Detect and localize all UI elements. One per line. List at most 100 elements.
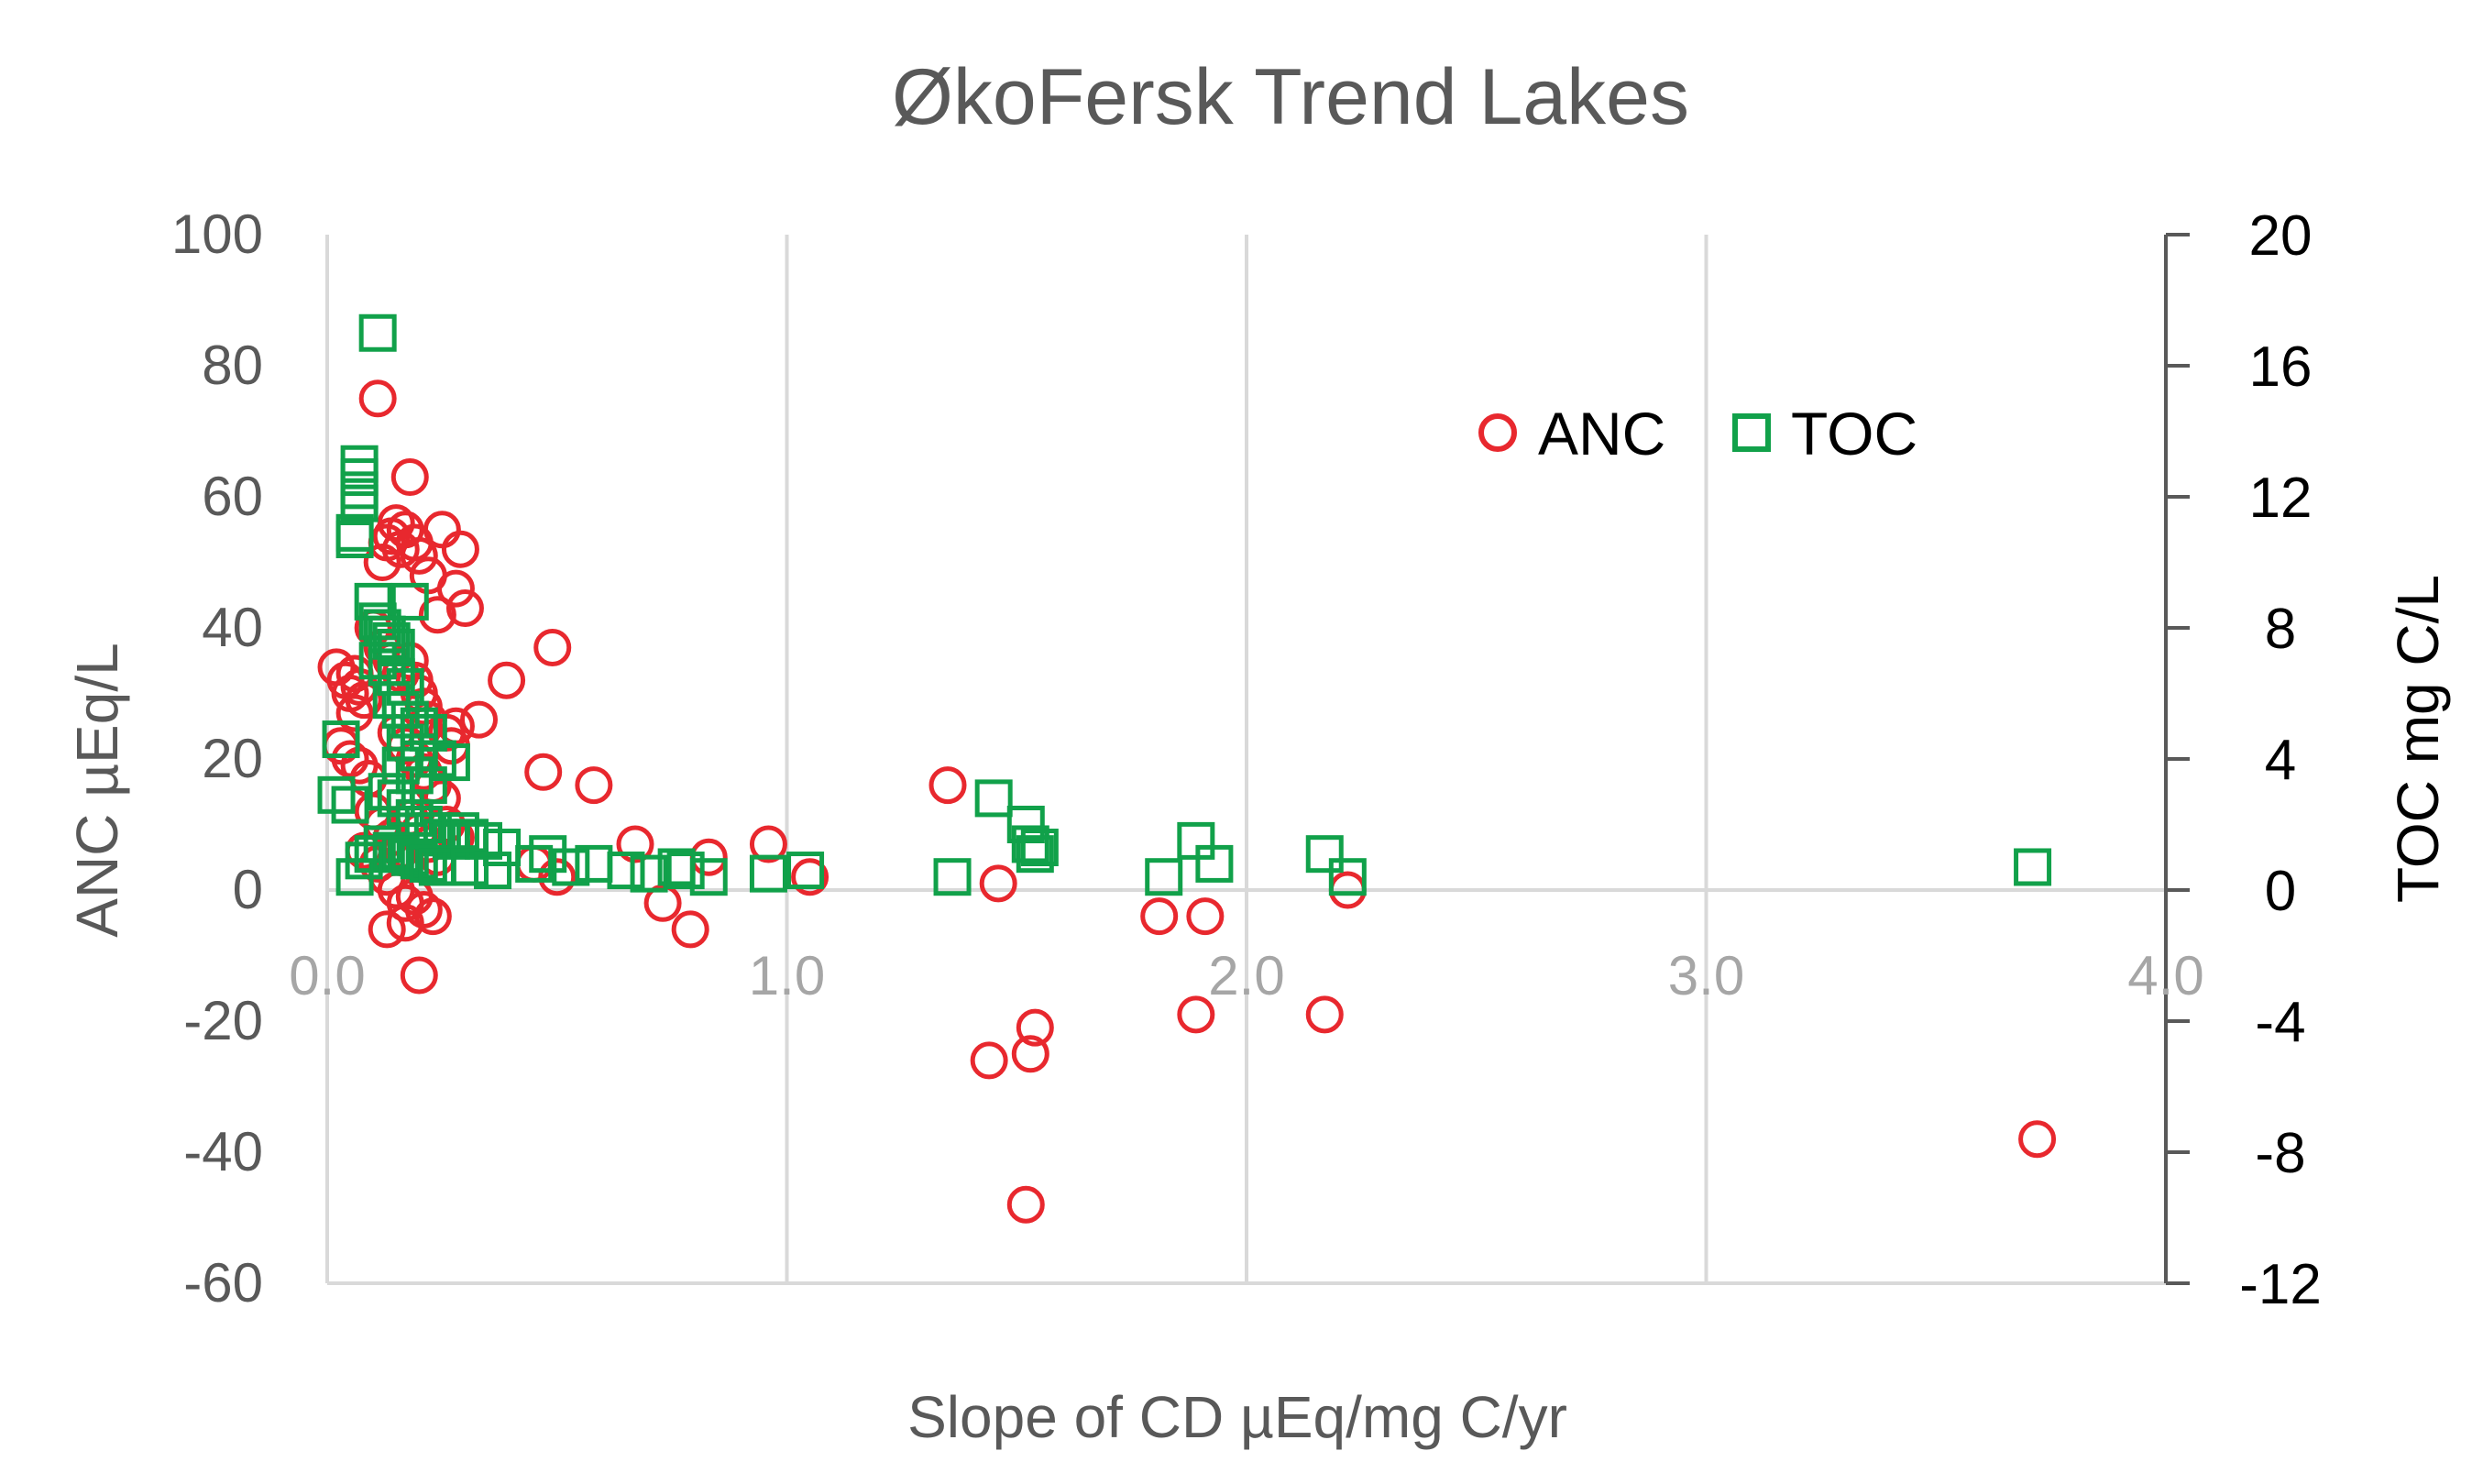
y2-tick-label: 16 — [2249, 335, 2313, 399]
y2-axis-title: TOC mg C/L — [2385, 575, 2451, 903]
toc-point — [552, 848, 590, 886]
toc-point — [390, 582, 429, 621]
anc-point — [418, 596, 456, 634]
toc-point — [1006, 806, 1045, 843]
toc-point — [749, 854, 787, 893]
y2-tick-label: 8 — [2265, 598, 2296, 661]
anc-point — [575, 766, 613, 805]
legend-anc-marker — [1478, 413, 1517, 452]
x-tick-label: 0.0 — [289, 945, 365, 1006]
anc-point — [689, 838, 728, 876]
anc-point — [524, 753, 563, 791]
y-tick-label: -20 — [183, 990, 263, 1051]
anc-point — [1016, 1008, 1054, 1047]
anc-point — [445, 589, 484, 628]
toc-point — [322, 720, 360, 759]
toc-point — [1020, 829, 1059, 867]
y2-tick-label: 4 — [2265, 729, 2296, 792]
anc-point — [749, 825, 787, 863]
y-axis-title: ANC µEq/L — [64, 643, 130, 937]
anc-point — [671, 910, 709, 949]
anc-point — [358, 379, 397, 418]
x-tick-label: 2.0 — [1208, 945, 1284, 1006]
toc-point — [409, 713, 447, 752]
y-tick-label: 40 — [202, 597, 263, 658]
anc-point — [488, 661, 526, 699]
toc-point — [441, 812, 479, 851]
y-tick-label: -40 — [183, 1121, 263, 1182]
toc-point — [409, 844, 447, 883]
anc-point — [1006, 1185, 1045, 1224]
toc-point — [317, 775, 356, 814]
axes — [2164, 233, 2190, 1285]
y-tick-label: -60 — [183, 1252, 263, 1314]
x-tick-label: 3.0 — [1668, 945, 1744, 1006]
toc-point — [450, 848, 489, 886]
legend: ANC TOC — [1478, 400, 1917, 467]
anc-point — [1177, 995, 1215, 1034]
toc-point — [474, 852, 512, 890]
y-tick-label: 60 — [202, 466, 263, 527]
toc-point — [1195, 844, 1234, 883]
anc-point — [386, 904, 424, 942]
toc-point — [2014, 848, 2052, 886]
anc-point — [970, 1041, 1008, 1080]
anc-point — [335, 694, 374, 732]
legend-toc-label: TOC — [1791, 400, 1917, 467]
anc-point — [400, 956, 438, 995]
y2-tick-label: -4 — [2255, 991, 2305, 1054]
x-axis-title: Slope of CD µEq/mg C/yr — [907, 1384, 1567, 1450]
x-tick-label: 1.0 — [749, 945, 825, 1006]
toc-point — [372, 621, 411, 660]
y-tick-label: 20 — [202, 728, 263, 789]
toc-point — [1011, 825, 1049, 863]
toc-point — [432, 743, 470, 782]
toc-point — [1145, 858, 1183, 896]
anc-point — [2018, 1120, 2057, 1159]
tick-labels: 100806040200-20-40-60201612840-4-8-120.0… — [171, 203, 2322, 1316]
anc-point — [368, 910, 406, 949]
toc-point — [331, 786, 369, 824]
anc-point — [459, 700, 498, 739]
y2-tick-label: 20 — [2249, 204, 2313, 268]
x-tick-label: 4.0 — [2127, 945, 2203, 1006]
toc-point — [1016, 835, 1054, 874]
toc-point — [974, 779, 1013, 818]
anc-point — [616, 825, 654, 863]
data-points — [317, 313, 2057, 1224]
legend-anc-label: ANC — [1538, 400, 1665, 467]
y-tick-label: 80 — [202, 335, 263, 396]
y2-tick-label: 0 — [2265, 860, 2296, 923]
anc-point — [643, 884, 682, 922]
anc-point — [791, 858, 829, 896]
toc-point — [358, 313, 397, 352]
y2-tick-label: -8 — [2255, 1122, 2305, 1185]
gridlines — [325, 235, 2168, 1285]
y2-tick-label: -12 — [2239, 1253, 2322, 1316]
toc-point — [515, 844, 554, 883]
toc-point — [1328, 858, 1367, 896]
anc-point — [390, 458, 429, 497]
toc-point — [630, 854, 668, 893]
anc-point — [1140, 897, 1179, 936]
y2-tick-label: 12 — [2249, 467, 2313, 530]
toc-point — [335, 858, 374, 896]
anc-point — [1186, 897, 1225, 936]
anc-point — [979, 864, 1017, 903]
anc-point — [436, 569, 475, 608]
anc-point — [928, 766, 967, 805]
toc-point — [689, 858, 728, 896]
anc-point — [400, 536, 438, 575]
y-tick-label: 100 — [171, 203, 263, 265]
toc-point — [607, 852, 645, 890]
anc-point — [413, 897, 452, 936]
anc-point — [533, 628, 572, 666]
anc-point — [1305, 995, 1344, 1034]
toc-point — [340, 484, 379, 522]
chart-title: ØkoFersk Trend Lakes — [892, 53, 1689, 141]
anc-point — [441, 530, 479, 568]
toc-point — [786, 852, 825, 890]
toc-point — [666, 852, 705, 890]
toc-point — [1305, 835, 1344, 874]
